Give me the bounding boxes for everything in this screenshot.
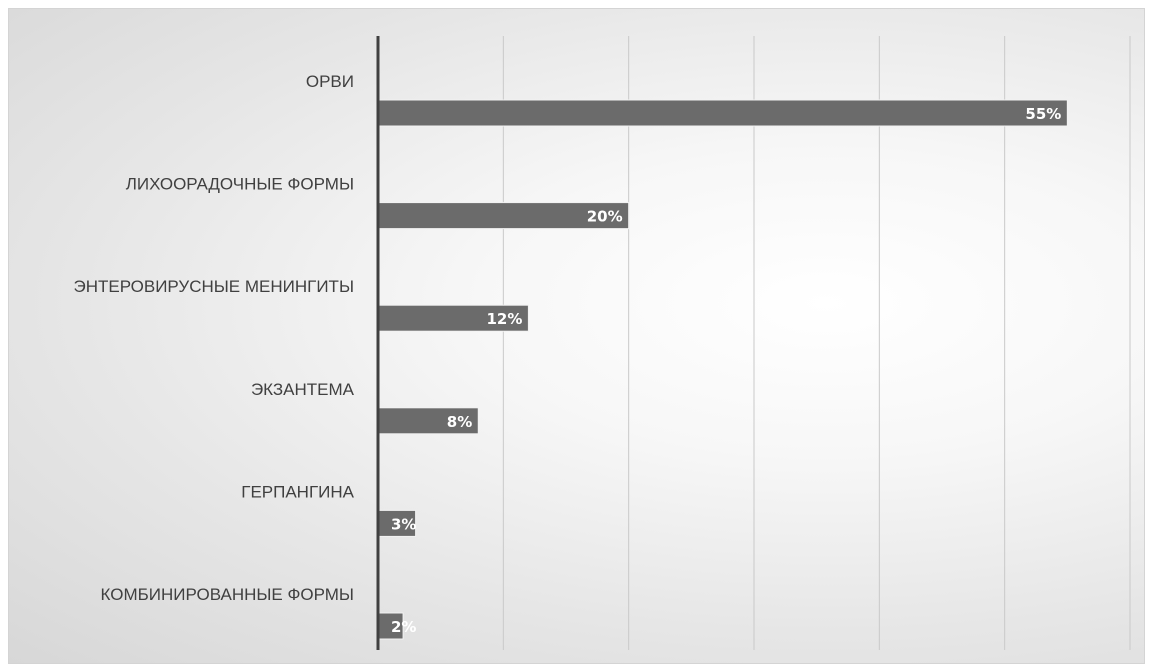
category-label: ГЕРПАНГИНА bbox=[241, 482, 354, 501]
data-label: 20% bbox=[587, 208, 623, 226]
category-label: ЭКЗАНТЕМА bbox=[251, 380, 355, 399]
data-label: 2% bbox=[391, 618, 416, 636]
data-label: 12% bbox=[486, 310, 522, 328]
data-label: 55% bbox=[1025, 105, 1061, 123]
category-label: КОМБИНИРОВАННЫЕ ФОРМЫ bbox=[101, 585, 354, 604]
bar bbox=[377, 407, 479, 435]
category-label: ЭНТЕРОВИРУСНЫЕ МЕНИНГИТЫ bbox=[73, 277, 354, 296]
data-label: 3% bbox=[391, 515, 416, 533]
category-label: ОРВИ bbox=[306, 72, 354, 91]
category-label: ЛИХООРАДОЧНЫЕ ФОРМЫ bbox=[126, 175, 354, 194]
bar bbox=[377, 612, 404, 640]
bar bbox=[377, 99, 1068, 127]
bar bbox=[377, 304, 529, 332]
data-label: 8% bbox=[447, 413, 472, 431]
bar bbox=[377, 509, 417, 537]
